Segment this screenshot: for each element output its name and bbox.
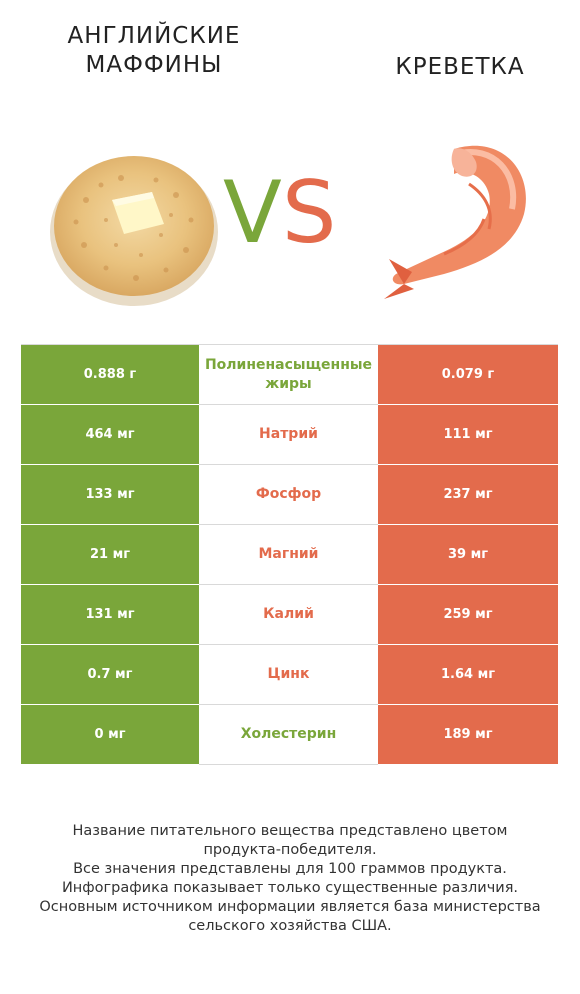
table-row: 131 мг Калий 259 мг [21, 585, 558, 645]
english-muffin-image [50, 156, 218, 306]
footer-line: Все значения представлены для 100 граммо… [73, 861, 507, 877]
right-value: 0.079 г [378, 345, 558, 405]
shrimp-image [384, 145, 526, 299]
left-value: 131 мг [21, 585, 199, 645]
left-value: 0.7 мг [21, 645, 199, 705]
nutrient-name: Холестерин [199, 705, 378, 764]
right-value: 39 мг [378, 525, 558, 585]
right-value: 111 мг [378, 405, 558, 465]
nutrient-name: Фосфор [199, 465, 378, 524]
table-row: 21 мг Магний 39 мг [21, 525, 558, 585]
footer-line: продукта-победителя. [203, 842, 377, 858]
vs-label: VS [223, 158, 336, 268]
footer-line: Основным источником информации является … [39, 899, 541, 915]
vs-s-letter: S [281, 163, 337, 263]
vs-v-letter: V [223, 163, 282, 263]
right-value: 1.64 мг [378, 645, 558, 705]
left-value: 464 мг [21, 405, 199, 465]
right-value: 189 мг [378, 705, 558, 765]
nutrient-name: Натрий [199, 405, 378, 464]
comparison-table: 0.888 г Полиненасыщенные жиры 0.079 г 46… [21, 344, 558, 765]
footer-line: Название питательного вещества представл… [72, 823, 508, 839]
right-food-title: Креветка [395, 54, 525, 80]
table-row: 0.888 г Полиненасыщенные жиры 0.079 г [21, 344, 558, 405]
right-value: 259 мг [378, 585, 558, 645]
table-row: 0 мг Холестерин 189 мг [21, 705, 558, 765]
left-food-title: Английские маффины [67, 23, 241, 78]
nutrient-name: Полиненасыщенные жиры [199, 345, 378, 404]
left-value: 21 мг [21, 525, 199, 585]
left-value: 133 мг [21, 465, 199, 525]
nutrient-name: Цинк [199, 645, 378, 704]
footer-line: сельского хозяйства США. [188, 918, 392, 934]
nutrient-name: Магний [199, 525, 378, 584]
table-row: 464 мг Натрий 111 мг [21, 405, 558, 465]
footer-notes: Название питательного вещества представл… [20, 822, 560, 936]
footer-line: Инфографика показывает только существенн… [61, 880, 519, 896]
left-value: 0.888 г [21, 345, 199, 405]
right-value: 237 мг [378, 465, 558, 525]
table-row: 133 мг Фосфор 237 мг [21, 465, 558, 525]
table-row: 0.7 мг Цинк 1.64 мг [21, 645, 558, 705]
nutrient-name: Калий [199, 585, 378, 644]
left-value: 0 мг [21, 705, 199, 765]
